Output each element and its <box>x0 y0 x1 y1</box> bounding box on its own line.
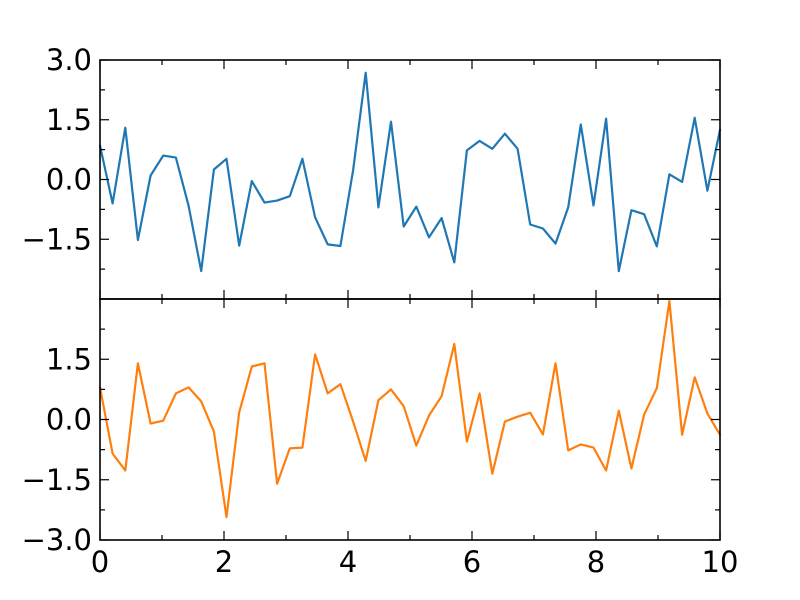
y-tick-label: −1.5 <box>22 222 92 256</box>
y-tick-label: 3.0 <box>46 43 92 77</box>
y-tick-label: −3.0 <box>22 523 92 557</box>
x-tick-label: 0 <box>91 545 109 579</box>
series-line-top <box>98 71 722 273</box>
y-tick-label: 1.5 <box>46 103 92 137</box>
y-tick-label: −1.5 <box>22 463 92 497</box>
x-tick-label: 2 <box>215 545 233 579</box>
x-tick-label: 10 <box>702 545 739 579</box>
y-tick-label: 1.5 <box>46 342 92 376</box>
panel-bottom: 1.5 0.0 −1.5 −3.00 2 4 6 8 10 <box>22 298 739 579</box>
x-tick-label: 6 <box>463 545 481 579</box>
x-tick-label: 4 <box>339 545 357 579</box>
x-tick-label: 8 <box>587 545 605 579</box>
y-tick-label: 0.0 <box>46 163 92 197</box>
series-line-bottom <box>98 299 722 519</box>
y-tick-label: 0.0 <box>46 403 92 437</box>
